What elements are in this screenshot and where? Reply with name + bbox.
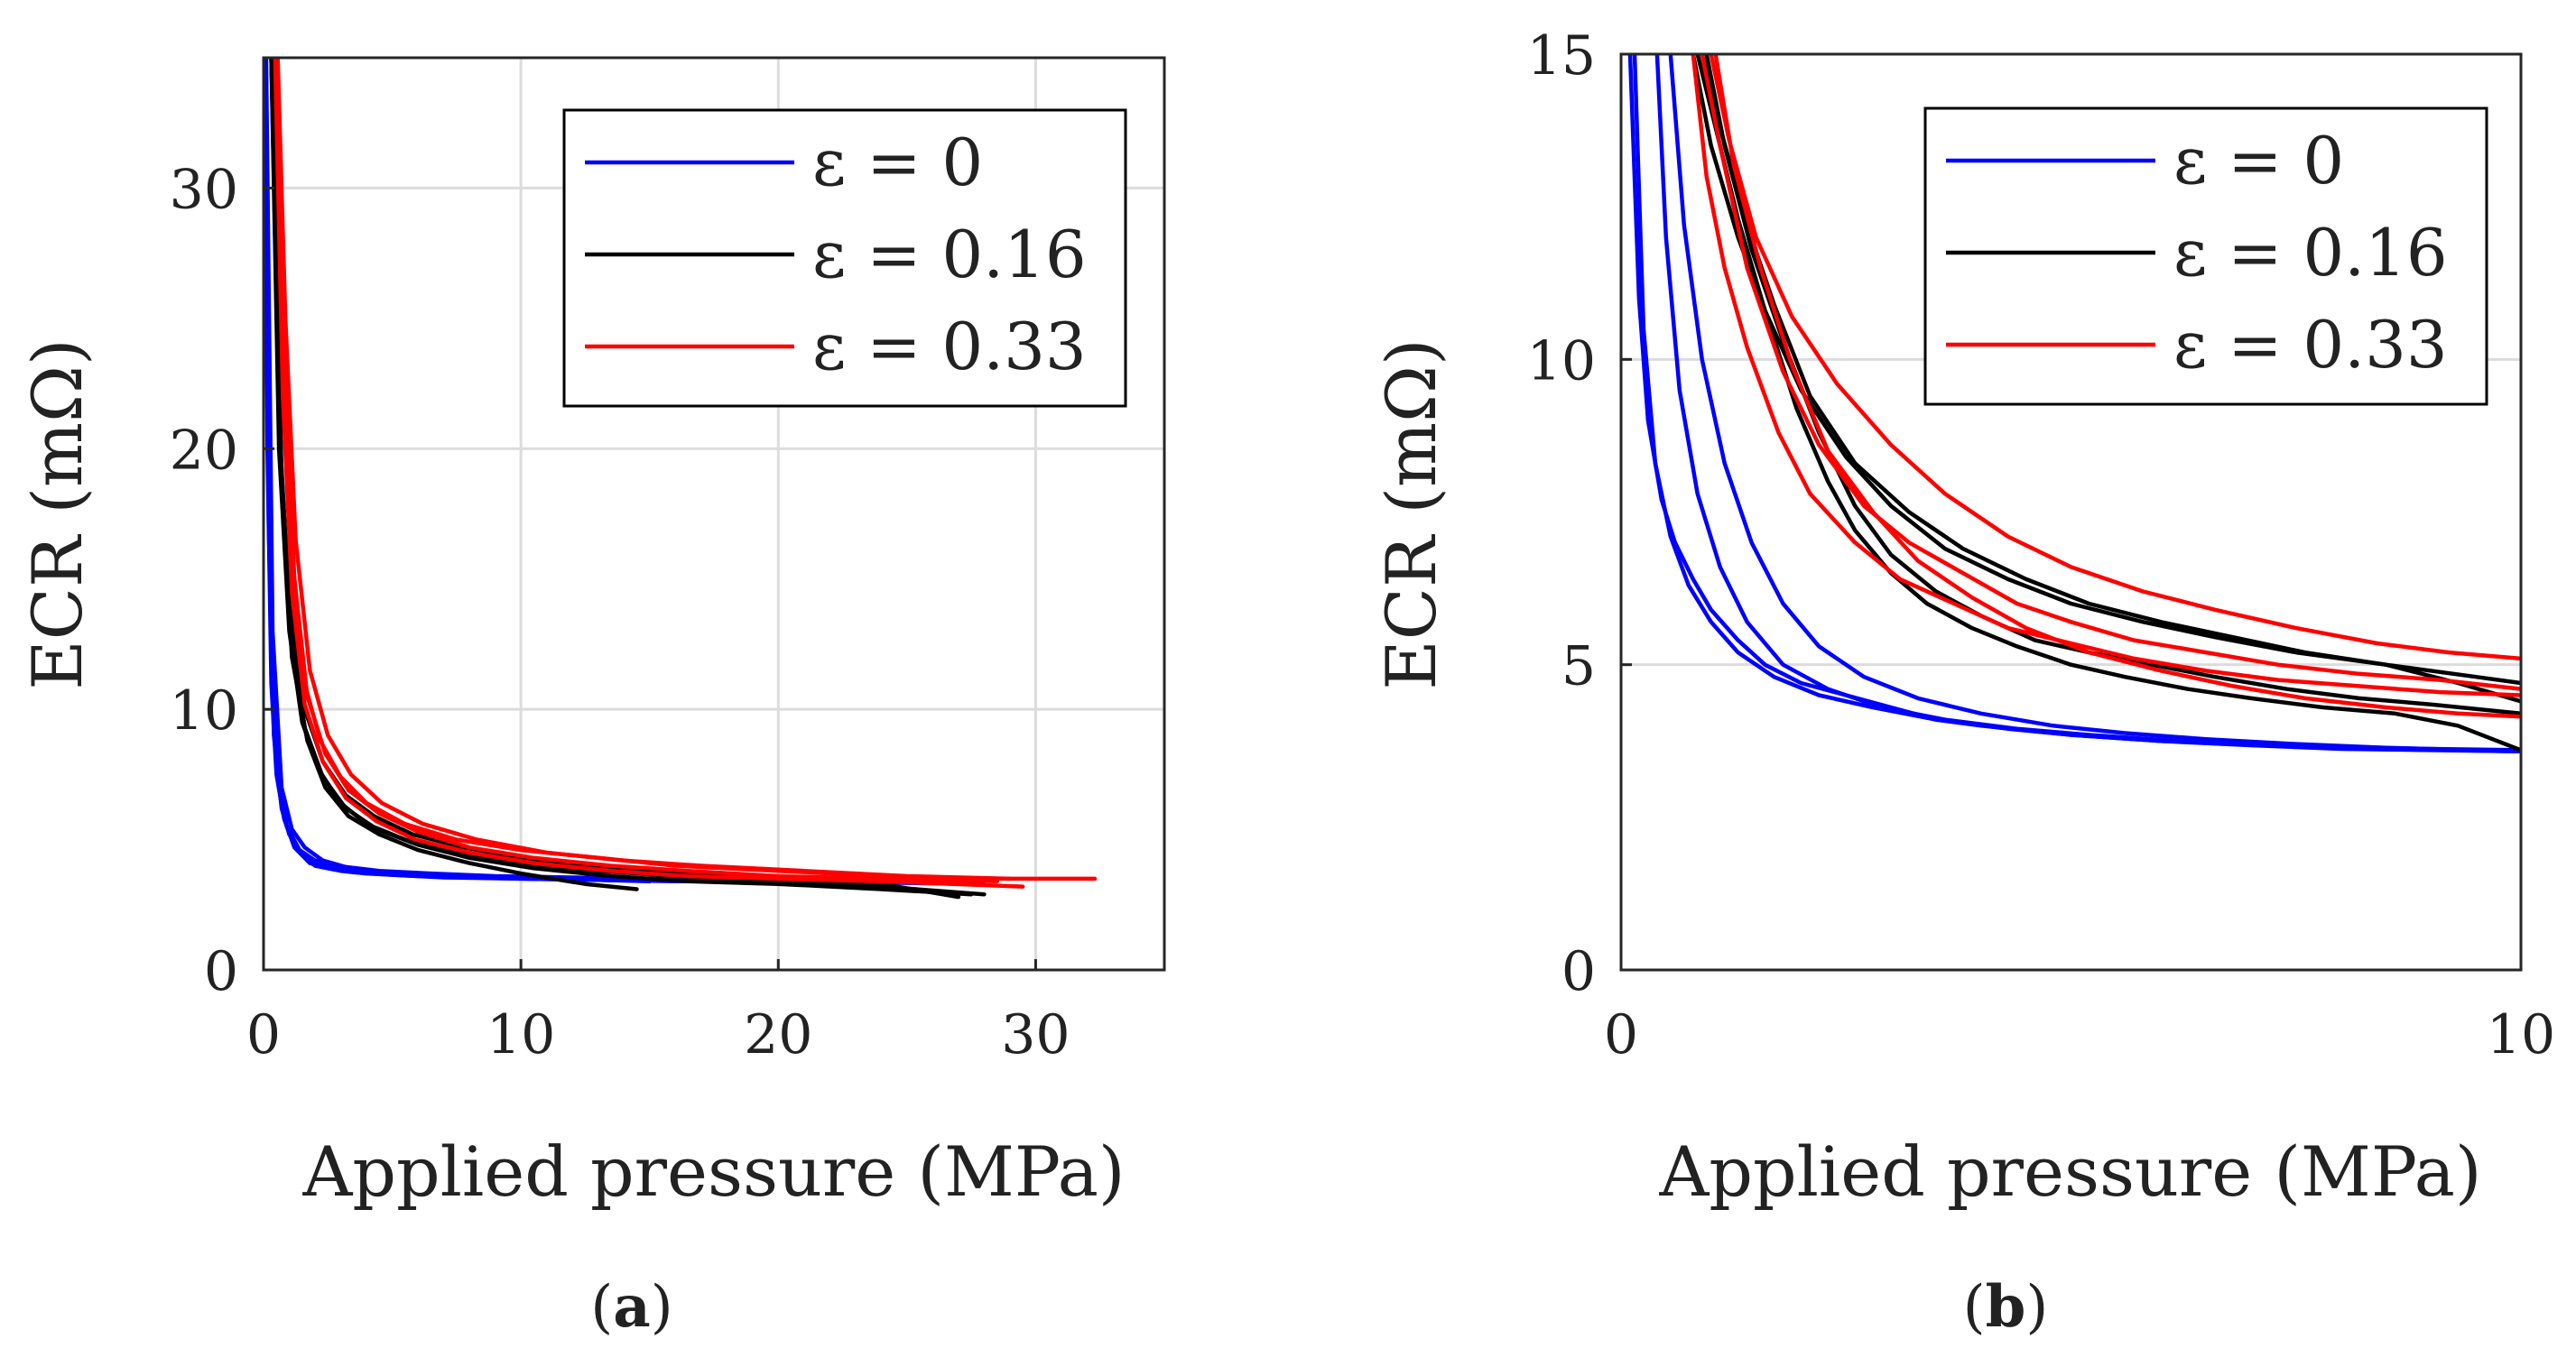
panel-b-xlabel: Applied pressure (MPa) (1658, 1131, 2481, 1212)
panel-b-ytick-label-1: 5 (1561, 635, 1596, 698)
panel-a-ytick-label-1: 10 (170, 679, 238, 743)
panel-b-caption: (b) (1963, 1273, 2049, 1341)
panel-a: 0 10 20 30 0 10 20 30 Applied pressure (MPa) EC… (17, 56, 1166, 1341)
panel-b-legend-label-1: ε = 0.16 (2173, 215, 2448, 291)
panel-b-series-3 (1668, 54, 2521, 754)
panel-a-legend-label-0: ε = 0 (812, 125, 983, 200)
panel-a-ylabel: ECR (mΩ) (17, 338, 97, 689)
panel-a-caption: (a) (590, 1273, 672, 1341)
panel-a-legend-box (562, 108, 1127, 408)
panel-a-legend-label-2: ε = 0.33 (812, 309, 1087, 384)
panel-b-ylabel: ECR (mΩ) (1371, 338, 1451, 689)
panel-b-legend: ε = 0 ε = 0.16 ε = 0.33 (1923, 106, 2488, 406)
panel-a-ytick-label-3: 30 (170, 158, 238, 221)
panel-b-xtick-label-1: 10 (2487, 1003, 2555, 1066)
panel-a-ticks: 0 10 20 30 0 10 20 30 (170, 158, 1070, 1066)
panel-a-series (264, 58, 1098, 900)
panel-b-ytick-label-2: 10 (1527, 329, 1596, 392)
panel-b-legend-label-2: ε = 0.33 (2173, 307, 2448, 383)
panel-b-xtick-label-0: 0 (1604, 1003, 1638, 1066)
panel-b-legend-label-0: ε = 0 (2173, 123, 2344, 199)
panel-a-xtick-label-1: 10 (486, 1003, 555, 1066)
panel-b-series-2 (1654, 54, 2521, 754)
panel-a-xtick-label-3: 30 (1001, 1003, 1070, 1066)
panel-b-ticks: 0 10 0 5 10 15 (1527, 24, 2556, 1066)
panel-b-series-5 (1695, 54, 2521, 752)
panel-b-series-11 (1713, 54, 2521, 719)
panel-a-series-7 (269, 58, 974, 897)
panel-a-series-11 (275, 58, 1013, 882)
panel-b-ytick-label-3: 15 (1527, 24, 1596, 88)
panel-a-series-10 (273, 58, 1025, 889)
panel-a-xtick-label-2: 20 (744, 1003, 812, 1066)
panel-a-legend: ε = 0 ε = 0.16 ε = 0.33 (562, 108, 1127, 408)
panel-b-series (1627, 54, 2521, 754)
panel-b: 0 10 0 5 10 15 Applied pressure (MPa) ECR (mΩ… (1371, 24, 2555, 1341)
panel-b-axes-frame (1619, 52, 2523, 972)
panel-b-series-9 (1700, 54, 2521, 691)
panel-a-axes-frame (262, 56, 1166, 972)
panel-b-ytick-label-0: 0 (1561, 940, 1596, 1003)
panel-a-series-9 (274, 58, 999, 884)
panel-a-xlabel: Applied pressure (MPa) (301, 1131, 1125, 1212)
panel-b-series-10 (1691, 54, 2521, 697)
panel-a-ytick-label-2: 20 (170, 419, 238, 482)
panel-a-legend-label-1: ε = 0.16 (812, 217, 1087, 292)
panel-a-ytick-label-0: 0 (204, 940, 238, 1003)
panel-b-series-8 (1709, 54, 2521, 661)
panel-a-xtick-label-0: 0 (246, 1003, 281, 1066)
panel-b-legend-box (1923, 106, 2488, 406)
